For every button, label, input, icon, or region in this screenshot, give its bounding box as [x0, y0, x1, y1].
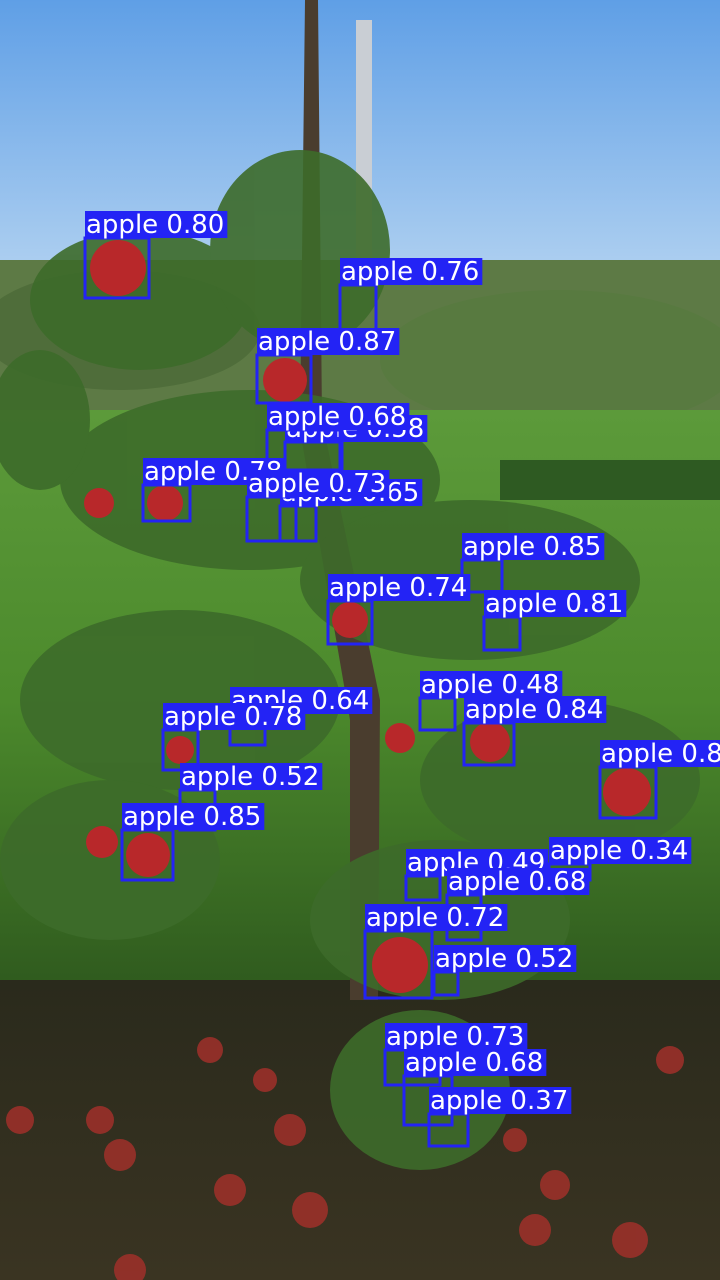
detection: apple 0.68 [265, 402, 410, 472]
detection-label: apple 0.84 [465, 695, 603, 725]
label-background [404, 1049, 547, 1076]
detection: apple 0.37 [427, 1086, 572, 1148]
detection-label: apple 0.87 [258, 327, 396, 357]
detection: apple 0.34 [547, 836, 692, 882]
label-background [247, 470, 390, 497]
detection-label: apple 0.73 [386, 1022, 524, 1052]
detection-label: apple 0.74 [329, 573, 467, 603]
detection: apple 0.68 [445, 867, 590, 942]
detection-label: apple 0.68 [405, 1048, 543, 1078]
label-background [434, 945, 577, 972]
detection: apple 0.52 [178, 762, 323, 832]
detection: apple 0.73 [245, 469, 390, 543]
detection: apple 0.76 [338, 257, 483, 334]
detection: apple 0.81 [482, 589, 627, 652]
label-background [122, 803, 265, 830]
label-background [420, 671, 563, 698]
label-background [484, 590, 627, 617]
detection: apple 0.48 [418, 670, 563, 732]
detection: apple 0.68 [402, 1048, 547, 1127]
detection: apple 0.85 [460, 532, 605, 594]
detection: apple 0.80 [83, 210, 228, 300]
detection-label: apple 0.78 [164, 702, 302, 732]
label-background [464, 696, 607, 723]
detection-label: apple 0.85 [463, 532, 601, 562]
label-background [257, 328, 400, 355]
label-background [267, 403, 410, 430]
detection-label: apple 0.52 [181, 762, 319, 792]
detection-label: apple 0.68 [268, 402, 406, 432]
label-background [600, 740, 720, 767]
label-background [328, 574, 471, 601]
detection-label: apple 0.81 [485, 589, 623, 619]
detection-label: apple 0.73 [248, 469, 386, 499]
detection-label: apple 0.85 [123, 802, 261, 832]
detection-label: apple 0.83 [601, 739, 720, 769]
detection: apple 0.78 [161, 702, 306, 772]
detection: apple 0.87 [255, 327, 400, 405]
label-background [447, 868, 590, 895]
detection-label: apple 0.37 [430, 1086, 568, 1116]
label-background [549, 837, 692, 864]
detection-label: apple 0.76 [341, 257, 479, 287]
label-background [462, 533, 605, 560]
label-background [385, 1023, 528, 1050]
detection: apple 0.83 [598, 739, 720, 820]
detection-label: apple 0.52 [435, 944, 573, 974]
label-background [365, 904, 508, 931]
detection-label: apple 0.80 [86, 210, 224, 240]
label-background [429, 1087, 572, 1114]
detection-label: apple 0.48 [421, 670, 559, 700]
detection: apple 0.74 [326, 573, 471, 646]
detection: apple 0.73 [383, 1022, 528, 1087]
detection-label: apple 0.68 [448, 867, 586, 897]
label-background [340, 258, 483, 285]
detection: apple 0.72 [363, 903, 508, 1000]
label-background [163, 703, 306, 730]
label-background [85, 211, 228, 238]
detection-label: apple 0.34 [550, 836, 688, 866]
detection: apple 0.85 [120, 802, 265, 882]
label-background [180, 763, 323, 790]
detection: apple 0.52 [432, 944, 577, 997]
detection-label: apple 0.72 [366, 903, 504, 933]
detection: apple 0.84 [462, 695, 607, 767]
